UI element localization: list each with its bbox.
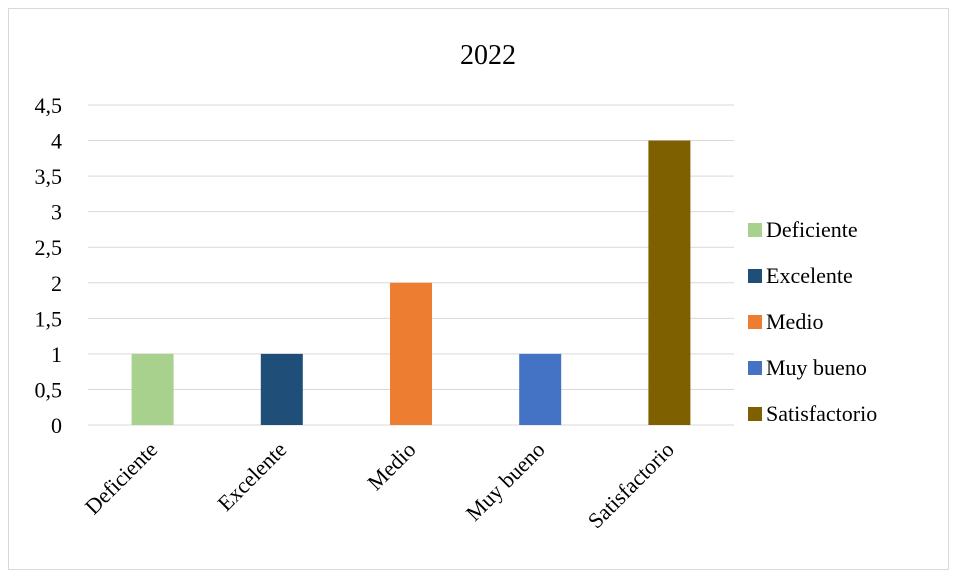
- x-tick-label: Excelente: [212, 437, 291, 516]
- y-tick-label: 2: [51, 271, 62, 296]
- legend-label: Medio: [766, 309, 823, 334]
- legend-label: Deficiente: [766, 217, 858, 242]
- bar-excelente: [260, 353, 303, 425]
- y-tick-label: 2,5: [35, 235, 63, 260]
- legend-swatch: [748, 361, 762, 375]
- y-tick-label: 0,5: [35, 377, 63, 402]
- bars: [131, 140, 691, 426]
- legend-swatch: [748, 315, 762, 329]
- legend-swatch: [748, 269, 762, 283]
- y-axis-ticks: 0 0,5 1 1,5 2 2,5 3 3,5 4 4,5: [35, 93, 63, 438]
- legend-label: Muy bueno: [766, 355, 867, 380]
- y-tick-label: 3,5: [35, 164, 63, 189]
- gridlines: [88, 104, 734, 426]
- x-axis-ticks: Deficiente Excelente Medio Muy bueno Satisfa…: [80, 437, 679, 533]
- bar-medio: [390, 282, 432, 425]
- x-tick-label: Medio: [362, 437, 420, 495]
- y-tick-label: 4,5: [35, 93, 63, 118]
- legend-swatch: [748, 407, 762, 421]
- x-tick-label: Satisfactorio: [583, 437, 679, 533]
- x-tick-label: Deficiente: [80, 437, 162, 519]
- y-tick-label: 1,5: [35, 306, 63, 331]
- bar-muy-bueno: [519, 353, 562, 425]
- bar-satisfactorio: [648, 140, 691, 426]
- x-tick-label: Muy bueno: [461, 437, 550, 526]
- bar-deficiente: [131, 353, 174, 425]
- y-tick-label: 4: [51, 129, 62, 154]
- legend-label: Satisfactorio: [766, 401, 877, 426]
- y-tick-label: 1: [51, 342, 62, 367]
- legend-swatch: [748, 223, 762, 237]
- y-tick-label: 0: [51, 413, 62, 438]
- y-tick-label: 3: [51, 200, 62, 225]
- chart-title: 2022: [460, 40, 516, 71]
- legend-label: Excelente: [766, 263, 853, 288]
- legend: Deficiente Excelente Medio Muy bueno Satisfa…: [748, 217, 877, 426]
- chart-frame: [8, 8, 949, 570]
